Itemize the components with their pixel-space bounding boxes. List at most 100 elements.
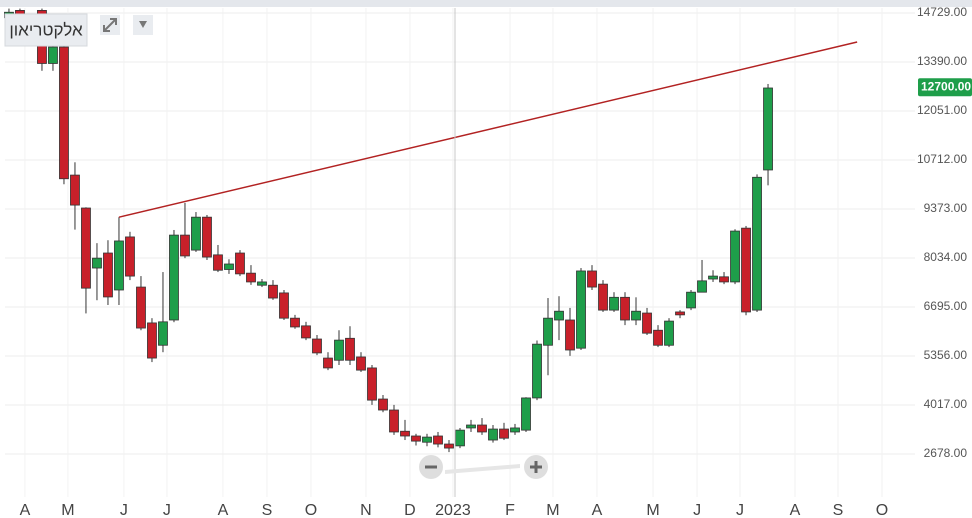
y-tick-label: 14729.00 <box>917 5 967 19</box>
candle-body <box>631 310 641 321</box>
y-tick-label: 9373.00 <box>924 201 968 215</box>
x-tick-label: S <box>262 502 273 518</box>
last-price-badge <box>918 78 972 97</box>
candle-body <box>48 46 58 64</box>
y-tick-label: 13390.00 <box>917 54 967 68</box>
candle-body <box>455 429 465 447</box>
candle-body <box>92 257 102 269</box>
candle-body <box>290 317 300 328</box>
candle-body <box>389 409 399 433</box>
x-tick-label: J <box>736 502 744 518</box>
candle-body <box>70 174 80 206</box>
candle-body <box>213 254 223 271</box>
expand-icon <box>103 18 117 32</box>
candle-body <box>103 252 113 298</box>
candle-body <box>312 338 322 354</box>
candle-body <box>499 428 509 439</box>
x-tick-label: M <box>646 502 659 518</box>
candle-body <box>664 320 674 346</box>
download-icon <box>139 21 147 28</box>
candle-body <box>378 398 388 411</box>
candle-body <box>719 276 729 283</box>
x-tick-label: F <box>505 502 515 518</box>
y-tick-label: 4017.00 <box>924 397 968 411</box>
x-tick-label: A <box>592 502 603 518</box>
candle-body <box>400 430 410 437</box>
candle-body <box>191 216 201 251</box>
candle-body <box>565 319 575 351</box>
x-tick-label: S <box>833 502 844 518</box>
candle-body <box>433 435 443 445</box>
top-band <box>0 0 972 7</box>
candle-body <box>675 311 685 316</box>
x-tick-label: M <box>546 502 559 518</box>
zoom-in-icon <box>530 461 542 473</box>
candle-body <box>279 292 289 319</box>
y-tick-label: 10712.00 <box>917 152 967 166</box>
x-tick-label: J <box>693 502 701 518</box>
candle-body <box>224 263 234 270</box>
candle-body <box>521 397 531 431</box>
candle-body <box>752 176 762 311</box>
candle-body <box>554 310 564 321</box>
x-tick-label: D <box>404 502 416 518</box>
candle-body <box>488 428 498 441</box>
candle-body <box>477 424 487 433</box>
candle-body <box>202 216 212 258</box>
zoom-slider <box>445 464 520 474</box>
candle-body <box>345 337 355 361</box>
candle-body <box>532 343 542 399</box>
x-tick-label: N <box>360 502 372 518</box>
y-tick-label: 8034.00 <box>924 250 968 264</box>
last-price-label: 12700.00 <box>921 79 971 93</box>
candle-body <box>444 443 454 449</box>
grid-layer: 14729.00 13390.00 12051.00 10712.00 9373.00 8… <box>5 5 972 518</box>
chart-title: אלקטריאון <box>9 20 83 39</box>
candle-body <box>323 357 333 369</box>
x-tick-label: O <box>305 502 317 518</box>
candle-body <box>576 270 586 349</box>
candle-body <box>59 46 69 180</box>
candle-body <box>686 291 696 309</box>
candle-body <box>180 234 190 257</box>
candle-body <box>235 252 245 275</box>
candle-body <box>257 281 267 286</box>
x-tick-label: A <box>20 502 31 518</box>
candle-body <box>169 234 179 321</box>
y-tick-label: 12051.00 <box>917 103 967 117</box>
candle-body <box>356 356 366 371</box>
x-tick-label: A <box>790 502 801 518</box>
x-tick-label: 2023 <box>435 502 471 518</box>
candle-body <box>411 435 421 442</box>
x-tick-label: M <box>61 502 74 518</box>
x-tick-label: J <box>120 502 128 518</box>
candle-body <box>367 367 377 401</box>
candle-body <box>730 230 740 283</box>
x-tick-label: O <box>876 502 888 518</box>
candle-body <box>609 296 619 311</box>
trendline <box>118 41 858 218</box>
title-box <box>4 13 88 47</box>
x-tick-label: J <box>163 502 171 518</box>
candle-body <box>543 317 553 346</box>
candle-body <box>708 275 718 280</box>
candle-body <box>158 321 168 346</box>
x-tick-label: A <box>218 502 229 518</box>
y-tick-label: 6695.00 <box>924 299 968 313</box>
candle-body <box>147 322 157 359</box>
candle-body <box>246 272 256 283</box>
candle-body <box>334 339 344 361</box>
candle-body <box>268 284 278 299</box>
candle-body <box>136 286 146 329</box>
marks-layer <box>4 8 858 453</box>
candle-body <box>466 424 476 429</box>
candle-body <box>642 312 652 334</box>
candle-body <box>301 325 311 339</box>
candle-body <box>422 436 432 443</box>
y-tick-label: 2678.00 <box>924 446 968 460</box>
candle-body <box>763 87 773 171</box>
candle-body <box>653 329 663 346</box>
candle-body <box>587 270 597 288</box>
candle-body <box>741 227 751 313</box>
